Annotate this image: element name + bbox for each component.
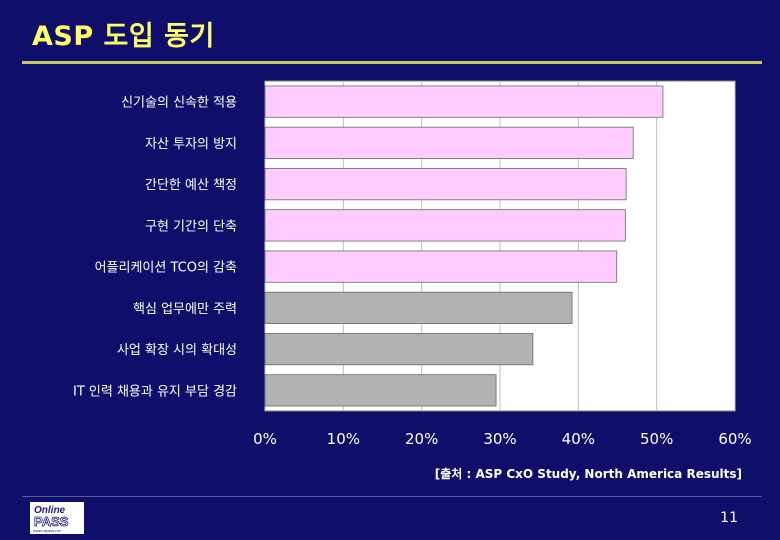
bar	[264, 333, 534, 366]
category-label: 핵심 업무에만 주력	[133, 302, 237, 317]
category-label: 자산 투자의 방지	[145, 137, 237, 152]
category-label: 신기술의 신속한 적용	[121, 96, 237, 111]
footer-divider	[22, 496, 762, 497]
source-note: [출처 : ASP CxO Study, North America Resul…	[434, 467, 742, 481]
title-divider	[22, 61, 762, 64]
bar	[264, 126, 634, 159]
category-label: 사업 확장 시의 확대성	[117, 343, 237, 358]
bar	[264, 168, 627, 201]
category-label: 어플리케이션 TCO의 감축	[95, 261, 237, 276]
logo-text-url: www.olpass.net	[33, 528, 62, 533]
x-tick-label: 50%	[640, 430, 673, 448]
x-tick-label: 20%	[405, 430, 438, 448]
bar	[264, 209, 626, 242]
bar	[264, 374, 497, 407]
onlinepass-logo: Online PASS www.olpass.net	[30, 502, 84, 534]
logo-text-pass: PASS	[34, 514, 69, 529]
x-tick-label: 40%	[562, 430, 595, 448]
category-label: 간단한 예산 책정	[145, 178, 237, 193]
page-number: 11	[720, 510, 738, 526]
bar	[264, 291, 573, 324]
bar	[264, 85, 664, 118]
x-tick-label: 30%	[483, 430, 516, 448]
x-tick-label: 10%	[327, 430, 360, 448]
bar	[264, 250, 618, 283]
category-label: 구현 기간의 단축	[145, 219, 237, 234]
x-tick-label: 0%	[253, 430, 277, 448]
slide-title: ASP 도입 동기	[32, 21, 215, 52]
x-tick-label: 60%	[718, 430, 751, 448]
logo-text-online: Online	[34, 505, 66, 516]
category-label: IT 인력 채용과 유지 부담 경감	[73, 384, 237, 399]
